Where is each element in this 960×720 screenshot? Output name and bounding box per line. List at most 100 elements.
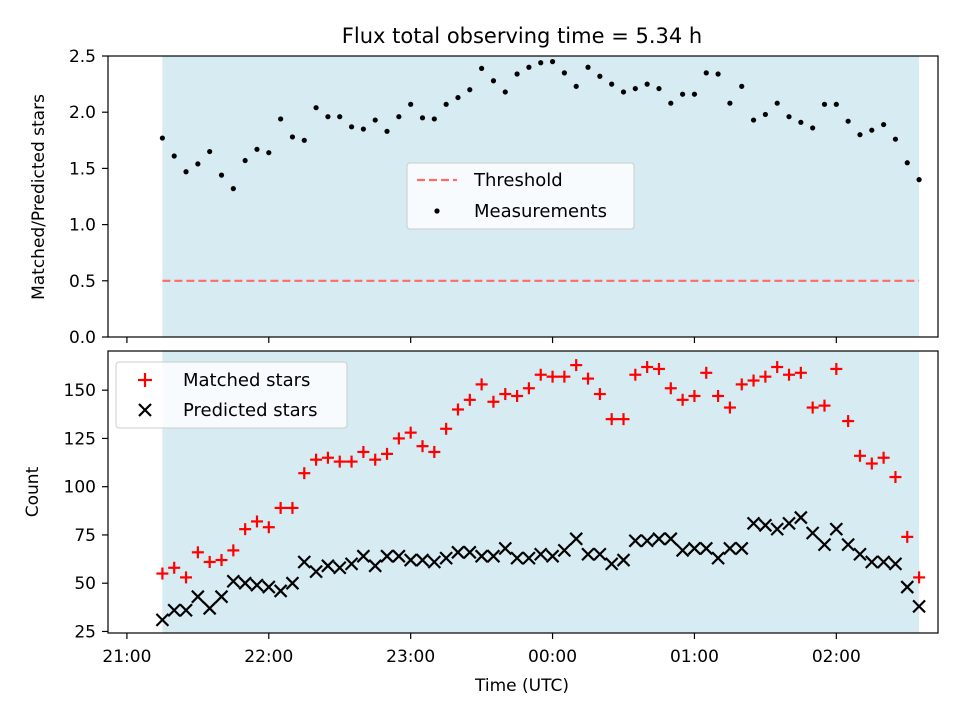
measurement-point <box>620 89 627 95</box>
measurement-point <box>218 172 225 178</box>
matched-star-point <box>310 453 323 466</box>
matched-star-point <box>180 571 193 584</box>
matched-star-point <box>475 378 488 391</box>
predicted-star-point <box>640 533 654 548</box>
matched-star-point <box>215 554 228 567</box>
measurement-point <box>207 148 213 155</box>
predicted-star-point <box>250 578 264 592</box>
matched-star-point <box>168 561 181 574</box>
count-y-tick-label: 50 <box>74 574 96 594</box>
measurement-point <box>266 150 272 156</box>
matched-star-point <box>901 530 914 543</box>
x-tick-label: 22:00 <box>244 647 293 667</box>
predicted-star-point <box>533 547 548 562</box>
ratio-y-tick-label: 0.5 <box>69 272 96 292</box>
matched-star-point <box>783 368 796 381</box>
predicted-star-point <box>569 532 583 546</box>
predicted-star-point <box>321 559 335 573</box>
measurement-point <box>904 160 910 166</box>
predicted-star-point <box>734 541 749 556</box>
matched-star-point <box>499 388 512 401</box>
measurement-point <box>798 119 804 125</box>
measurement-point <box>869 127 875 133</box>
matched-star-point <box>853 449 866 462</box>
measurement-point <box>561 70 567 76</box>
matched-star-point <box>262 521 275 534</box>
predicted-star-point <box>805 526 820 540</box>
predicted-star-point <box>214 589 229 604</box>
predicted-star-point <box>841 537 855 552</box>
measurement-point <box>786 114 792 120</box>
measurement-point <box>183 169 189 175</box>
predicted-star-point <box>262 580 276 594</box>
predicted-star-point <box>439 551 453 565</box>
matched-star-point <box>546 370 559 383</box>
measurement-point <box>585 64 591 70</box>
measurement-point <box>396 114 402 120</box>
measurement-point <box>313 105 319 111</box>
count-y-axis-label: Count <box>23 466 43 517</box>
measurement-point <box>289 134 296 140</box>
predicted-star-point <box>380 549 394 563</box>
measurement-point <box>502 89 508 95</box>
predicted-star-point <box>368 559 382 573</box>
predicted-star-point <box>865 555 879 569</box>
predicted-star-point <box>770 522 784 536</box>
predicted-star-point <box>191 589 205 604</box>
matched-star-point <box>723 401 736 414</box>
ratio-y-tick-label: 2.0 <box>69 103 96 123</box>
matched-star-point <box>333 455 346 468</box>
matched-star-point <box>298 467 311 480</box>
ratio-y-tick-label: 0.0 <box>69 328 96 348</box>
matched-star-point <box>227 544 240 557</box>
predicted-star-point <box>557 543 572 558</box>
matched-star-point <box>511 389 524 402</box>
matched-star-point <box>250 515 263 528</box>
matched-star-point <box>794 366 807 379</box>
predicted-star-point <box>900 580 915 594</box>
measurement-point <box>703 70 709 76</box>
matched-star-point <box>913 571 926 584</box>
x-tick-label: 21:00 <box>102 647 151 667</box>
predicted-star-point <box>829 522 844 536</box>
matched-star-point <box>534 368 547 381</box>
matched-star-point <box>605 413 618 426</box>
measurement-point <box>490 78 497 84</box>
matched-star-point <box>440 422 453 435</box>
matched-star-point <box>487 395 500 408</box>
predicted-star-point <box>226 574 241 589</box>
measurement-point <box>892 136 899 142</box>
ratio-legend-box <box>406 162 635 230</box>
matched-star-point <box>818 399 831 412</box>
predicted-star-point <box>664 532 678 546</box>
predicted-star-point <box>628 533 643 548</box>
matched-star-point <box>463 393 476 406</box>
predicted-legend-label: Predicted stars <box>183 400 317 421</box>
measurement-point <box>573 83 579 89</box>
matched-star-point <box>676 393 689 406</box>
matched-star-point <box>593 388 606 401</box>
x-axis-label: Time (UTC) <box>474 676 569 696</box>
predicted-star-point <box>297 555 312 569</box>
matched-star-point <box>712 389 725 402</box>
predicted-star-point <box>912 599 926 614</box>
matched-star-point <box>889 471 902 484</box>
predicted-star-point <box>581 547 595 562</box>
count-y-tick-label: 150 <box>64 381 96 401</box>
measurements-legend-swatch <box>434 208 440 214</box>
predicted-star-point <box>699 541 714 556</box>
matched-star-point <box>688 389 701 402</box>
measurement-point <box>538 60 544 66</box>
predicted-star-point <box>427 555 442 569</box>
predicted-star-point <box>344 557 359 571</box>
matched-star-point <box>617 413 630 426</box>
predicted-star-point <box>309 564 323 579</box>
matched-star-point <box>191 546 204 559</box>
predicted-star-point <box>167 603 181 618</box>
predicted-star-point <box>746 516 761 531</box>
matched-star-point <box>747 374 760 387</box>
matched-star-point <box>321 451 334 464</box>
predicted-star-point <box>179 603 193 618</box>
predicted-star-point <box>285 576 300 590</box>
measurement-point <box>845 118 851 124</box>
